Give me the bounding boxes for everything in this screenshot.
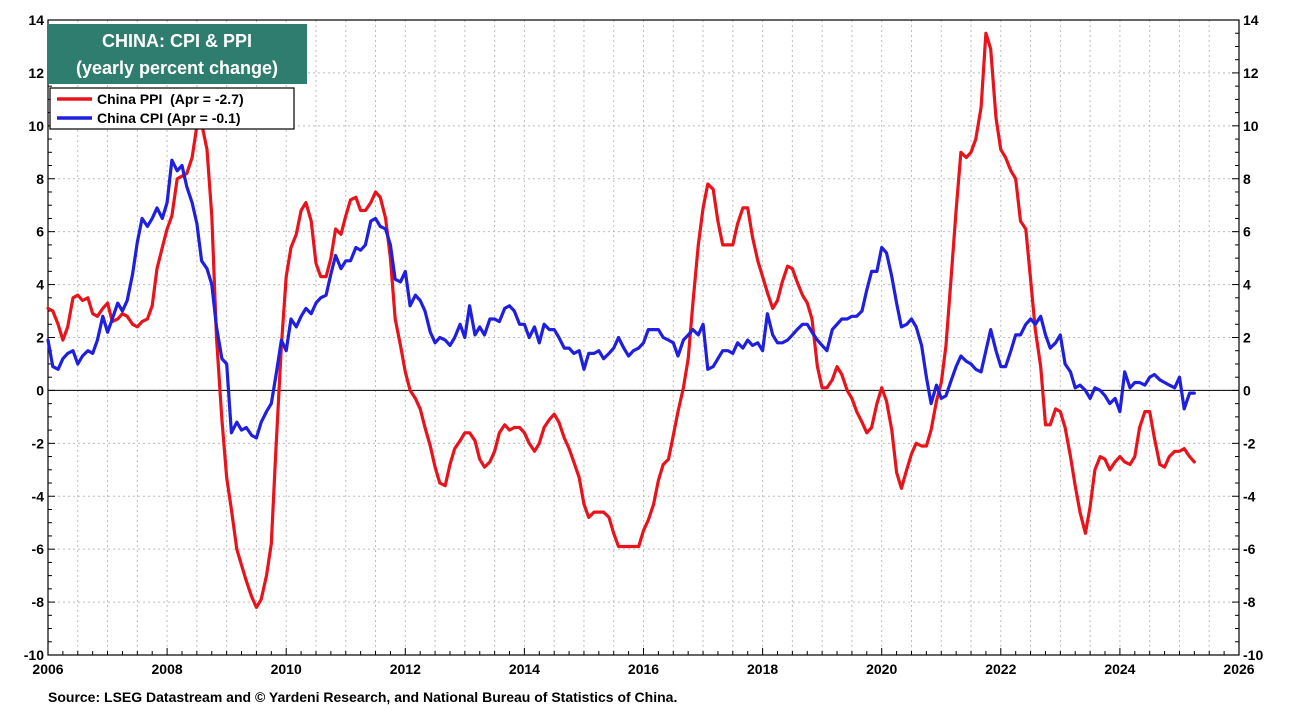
x-tick-label: 2008 (152, 661, 183, 677)
y-tick-label-left: -10 (24, 647, 44, 663)
y-tick-label-right: -2 (1243, 435, 1256, 451)
source-note: Source: LSEG Datastream and © Yardeni Re… (48, 689, 678, 705)
legend: China PPI (Apr = -2.7) China CPI (Apr = … (49, 87, 295, 130)
legend-box (49, 87, 295, 130)
y-tick-label-left: 10 (28, 118, 44, 134)
x-tick-label: 2024 (1104, 661, 1135, 677)
y-tick-label-left: -2 (32, 435, 45, 451)
x-tick-label: 2006 (32, 661, 63, 677)
y-tick-label-right: 2 (1243, 330, 1251, 346)
x-tick-label: 2016 (628, 661, 659, 677)
x-axis: 2006 2008 2010 2012 2014 2016 2018 2020 2022 2024… (32, 648, 1255, 677)
y-tick-label-left: 0 (36, 382, 44, 398)
y-tick-label-right: -6 (1243, 541, 1256, 557)
y-tick-label-left: -8 (32, 594, 45, 610)
x-tick-label: 2010 (271, 661, 302, 677)
y-tick-label-left: 2 (36, 330, 44, 346)
y-tick-label-left: -6 (32, 541, 45, 557)
y-tick-label-right: 12 (1243, 65, 1259, 81)
y-tick-label-right: 10 (1243, 118, 1259, 134)
x-tick-label: 2012 (390, 661, 421, 677)
y-tick-label-right: 0 (1243, 382, 1251, 398)
y-tick-label-right: -8 (1243, 594, 1256, 610)
x-tick-label: 2026 (1223, 661, 1254, 677)
y-tick-label-left: 12 (28, 65, 44, 81)
x-tick-label: 2018 (747, 661, 778, 677)
series-layer (46, 31, 1196, 609)
y-tick-label-left: 6 (36, 224, 44, 240)
series-line-ppi (46, 31, 1196, 609)
x-tick-label: 2022 (985, 661, 1016, 677)
y-tick-label-left: 4 (36, 277, 44, 293)
chart-title-line-2: (yearly percent change) (76, 58, 278, 78)
title-box-background (48, 24, 307, 84)
y-tick-label-right: -10 (1243, 647, 1263, 663)
y-tick-label-right: 8 (1243, 171, 1251, 187)
y-tick-label-right: 6 (1243, 224, 1251, 240)
legend-label-ppi: China PPI (Apr = -2.7) (97, 91, 244, 107)
y-tick-label-left: -4 (32, 488, 45, 504)
y-tick-label-left: 14 (28, 12, 44, 28)
y-tick-label-left: 8 (36, 171, 44, 187)
title-box: CHINA: CPI & PPI (yearly percent change) (48, 24, 307, 84)
series-line-cpi (46, 158, 1196, 440)
legend-label-cpi: China CPI (Apr = -0.1) (97, 110, 241, 126)
x-tick-label: 2020 (866, 661, 897, 677)
y-axis-right: -10 -8 -6 -4 -2 0 2 4 6 8 10 12 14 (1232, 12, 1263, 663)
y-tick-label-right: 4 (1243, 277, 1251, 293)
x-tick-label: 2014 (509, 661, 540, 677)
grid-lines (48, 20, 1239, 655)
y-tick-label-right: -4 (1243, 488, 1256, 504)
y-tick-label-right: 14 (1243, 12, 1259, 28)
chart-title-line-1: CHINA: CPI & PPI (102, 31, 252, 51)
